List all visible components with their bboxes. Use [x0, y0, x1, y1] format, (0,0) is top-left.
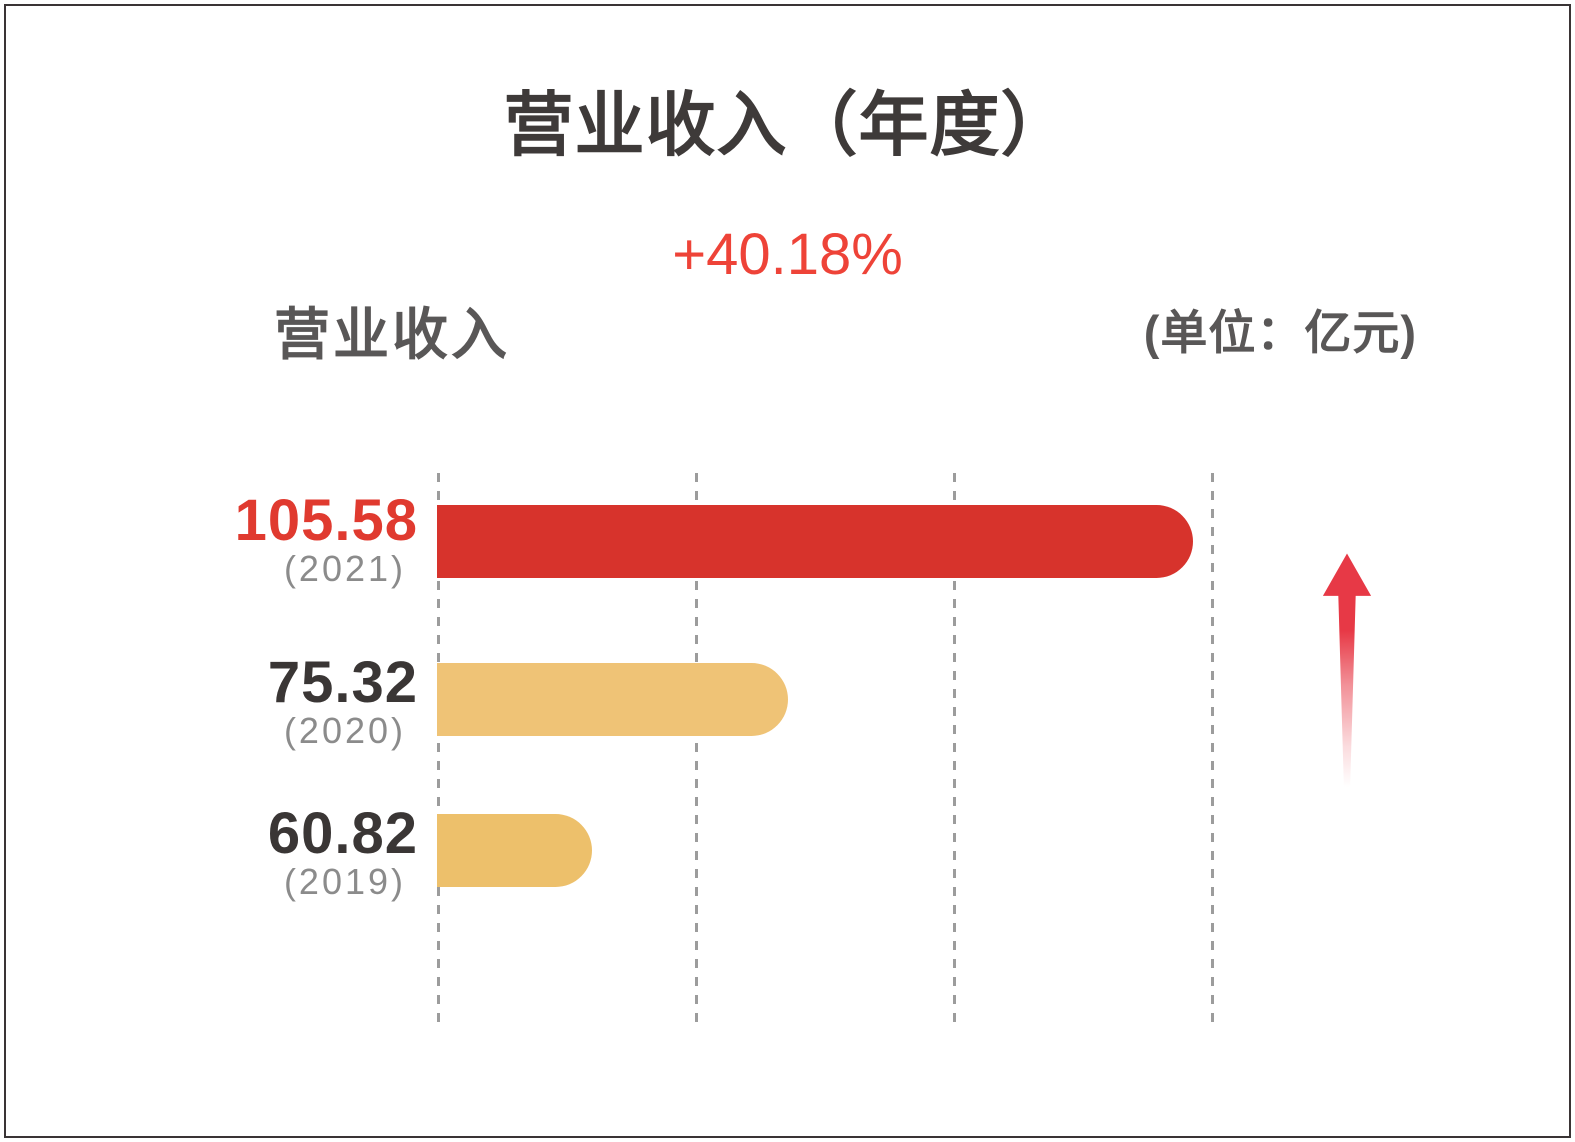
- gridline-2: [695, 473, 698, 1030]
- arrow-shape: [1322, 553, 1372, 795]
- chart-title: 营业收入（年度）: [503, 86, 1072, 164]
- bar-value: 60.82: [267, 801, 418, 866]
- gridline-1: [437, 473, 440, 1030]
- gridline-3: [953, 473, 956, 1030]
- metric-label: 营业收入: [274, 303, 510, 366]
- bar-year: (2021): [283, 548, 406, 589]
- unit-label: (单位：亿元): [1143, 306, 1417, 359]
- growth-arrow-icon: [1322, 553, 1372, 795]
- gridline-4: [1211, 473, 1214, 1030]
- growth-label: +40.18%: [672, 222, 903, 287]
- bar-2021: [437, 505, 1193, 578]
- bar-2019: [437, 814, 592, 887]
- bar-value: 75.32: [267, 650, 418, 715]
- value-label-2019: 60.82 (2019): [118, 805, 418, 901]
- value-label-2020: 75.32 (2020): [118, 654, 418, 750]
- bar-value: 105.58: [234, 488, 418, 553]
- bar-year: (2019): [283, 861, 406, 902]
- bar-year: (2020): [283, 710, 406, 751]
- value-label-2021: 105.58 (2021): [118, 492, 418, 588]
- bar-2020: [437, 663, 788, 736]
